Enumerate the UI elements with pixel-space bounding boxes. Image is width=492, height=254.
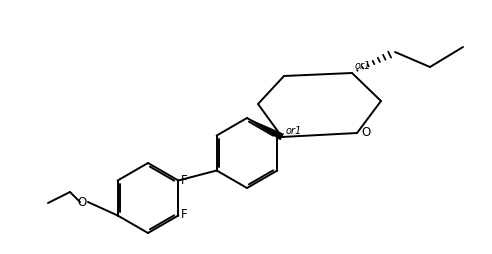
Text: F: F bbox=[182, 208, 188, 221]
Text: O: O bbox=[361, 126, 370, 139]
Text: O: O bbox=[78, 196, 87, 209]
Text: or1: or1 bbox=[355, 61, 371, 71]
Text: or1: or1 bbox=[286, 126, 302, 136]
Text: F: F bbox=[182, 174, 188, 187]
Polygon shape bbox=[247, 118, 284, 140]
